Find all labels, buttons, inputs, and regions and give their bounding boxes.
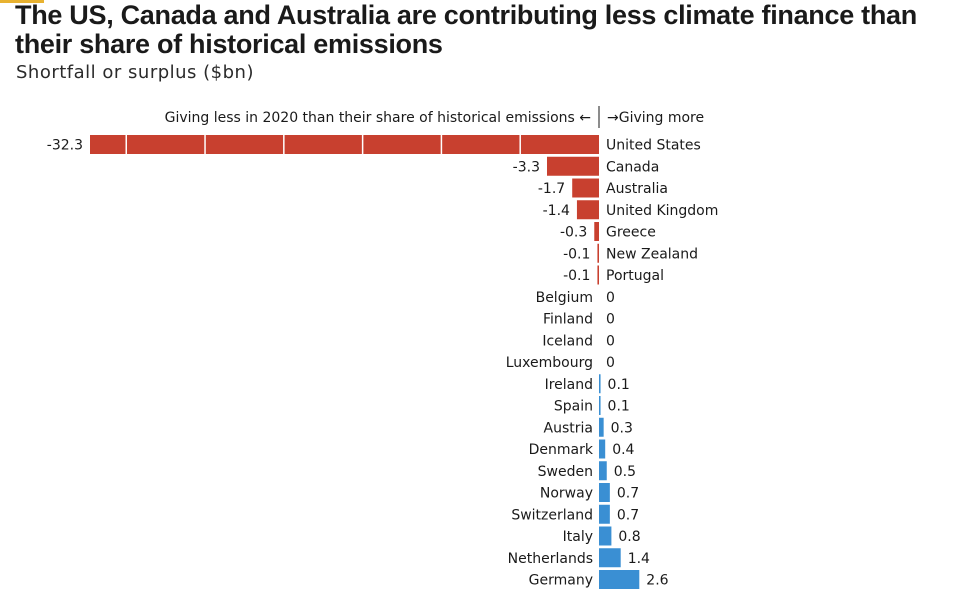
- bar-denmark: [599, 439, 606, 459]
- bar-netherlands: [599, 548, 621, 568]
- value-label-luxembourg: 0: [606, 355, 615, 371]
- category-label-italy: Italy: [563, 529, 593, 545]
- bar-greece: [594, 222, 599, 241]
- value-label-finland: 0: [606, 312, 615, 328]
- bar-norway: [599, 483, 610, 502]
- bar-germany: [599, 570, 640, 589]
- value-label-switzerland: 0.7: [617, 507, 639, 523]
- category-label-portugal: Portugal: [606, 268, 664, 284]
- bar-italy: [599, 526, 612, 546]
- category-label-ireland: Ireland: [545, 377, 593, 393]
- value-label-netherlands: 1.4: [628, 551, 650, 567]
- category-label-finland: Finland: [543, 312, 593, 328]
- value-label-ireland: 0.1: [608, 377, 630, 393]
- bar-united-states: [90, 135, 599, 154]
- bar-australia: [572, 178, 599, 198]
- value-label-austria: 0.3: [611, 420, 633, 436]
- category-label-netherlands: Netherlands: [508, 551, 593, 567]
- bar-austria: [599, 417, 604, 437]
- value-label-canada: -3.3: [513, 159, 540, 175]
- category-label-united-kingdom: United Kingdom: [606, 203, 718, 219]
- category-label-united-states: United States: [606, 138, 701, 154]
- category-label-norway: Norway: [540, 486, 593, 502]
- bar-united-kingdom: [576, 200, 599, 220]
- value-label-denmark: 0.4: [612, 442, 634, 458]
- category-label-austria: Austria: [544, 420, 593, 436]
- value-label-united-kingdom: -1.4: [543, 203, 570, 219]
- value-label-united-states: -32.3: [47, 138, 83, 154]
- category-label-australia: Australia: [606, 181, 668, 197]
- value-label-australia: -1.7: [538, 181, 565, 197]
- value-label-germany: 2.6: [646, 573, 668, 589]
- value-label-spain: 0.1: [608, 399, 630, 415]
- value-label-norway: 0.7: [617, 486, 639, 502]
- annotation-giving-more: →Giving more: [607, 110, 704, 126]
- top-accent-bar: [0, 0, 44, 3]
- annotation-giving-less: Giving less in 2020 than their share of …: [165, 110, 591, 126]
- value-label-iceland: 0: [606, 333, 615, 349]
- value-label-italy: 0.8: [618, 529, 640, 545]
- value-label-sweden: 0.5: [614, 464, 636, 480]
- bar-spain: [599, 396, 601, 415]
- category-label-spain: Spain: [554, 399, 593, 415]
- category-label-iceland: Iceland: [542, 333, 593, 349]
- value-label-greece: -0.3: [560, 225, 587, 241]
- bar-canada: [546, 156, 599, 176]
- value-label-portugal: -0.1: [563, 268, 590, 284]
- category-label-denmark: Denmark: [529, 442, 594, 458]
- chart-subtitle: Shortfall or surplus ($bn): [16, 62, 254, 83]
- bar-ireland: [599, 374, 601, 394]
- category-label-sweden: Sweden: [538, 464, 593, 480]
- value-label-belgium: 0: [606, 290, 615, 306]
- category-label-germany: Germany: [529, 573, 593, 589]
- bar-switzerland: [599, 504, 610, 524]
- bar-new-zealand: [597, 243, 599, 263]
- bar-sweden: [599, 461, 607, 481]
- category-label-canada: Canada: [606, 159, 659, 175]
- category-label-greece: Greece: [606, 225, 656, 241]
- chart-title: The US, Canada and Australia are contrib…: [15, 0, 917, 59]
- category-label-switzerland: Switzerland: [511, 507, 593, 523]
- bar-portugal: [597, 265, 599, 285]
- value-label-new-zealand: -0.1: [563, 246, 590, 262]
- category-label-belgium: Belgium: [536, 290, 593, 306]
- category-label-new-zealand: New Zealand: [606, 246, 698, 262]
- category-label-luxembourg: Luxembourg: [506, 355, 593, 371]
